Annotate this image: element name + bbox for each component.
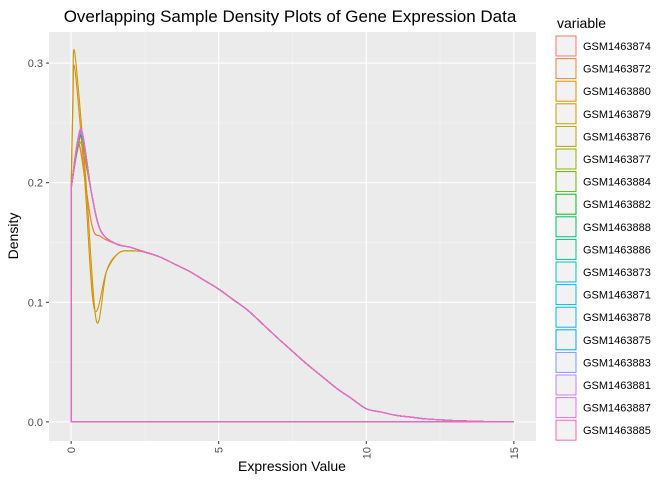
legend-label: GSM1463888 <box>583 222 651 234</box>
legend-items: GSM1463874 GSM1463872 GSM1463880 GSM1463879… <box>555 35 651 441</box>
x-tick-label: 0 <box>66 447 78 453</box>
legend-label: GSM1463887 <box>583 403 651 415</box>
y-tick-label: 0.1 <box>28 297 43 309</box>
legend-label: GSM1463877 <box>583 154 651 166</box>
legend-item: GSM1463881 <box>555 374 651 396</box>
legend-label: GSM1463876 <box>583 131 651 143</box>
legend-key <box>555 374 577 396</box>
legend-key <box>555 329 577 351</box>
legend: variable GSM1463874GSM1463872GSM1463880G… <box>555 15 651 441</box>
legend-title: variable <box>557 15 606 31</box>
legend-key <box>555 397 577 419</box>
legend-key <box>555 58 577 80</box>
legend-item: GSM1463880 <box>555 80 651 102</box>
legend-item: GSM1463887 <box>555 397 651 419</box>
density-curve-gsm1463885 <box>70 131 514 423</box>
legend-key <box>555 80 577 102</box>
legend-label: GSM1463886 <box>583 244 651 256</box>
legend-item: GSM1463882 <box>555 193 651 215</box>
legend-label: GSM1463883 <box>583 357 651 369</box>
x-tick-label: 5 <box>214 447 226 453</box>
legend-label: GSM1463873 <box>583 267 651 279</box>
legend-key <box>555 193 577 215</box>
y-axis-title: Density <box>5 213 21 260</box>
legend-item: GSM1463871 <box>555 284 651 306</box>
legend-label: GSM1463878 <box>583 312 651 324</box>
legend-key <box>555 284 577 306</box>
legend-item: GSM1463877 <box>555 148 651 170</box>
x-axis-title: Expression Value <box>238 458 346 474</box>
legend-key <box>555 171 577 193</box>
legend-key <box>555 35 577 57</box>
legend-item: GSM1463876 <box>555 125 651 147</box>
x-axis: 0 5 10 15 <box>66 441 521 459</box>
minor-grid <box>49 32 536 441</box>
legend-key <box>555 238 577 260</box>
legend-item: GSM1463874 <box>555 35 651 57</box>
legend-key <box>555 216 577 238</box>
legend-item: GSM1463873 <box>555 261 651 283</box>
density-lines <box>70 49 514 423</box>
legend-item: GSM1463878 <box>555 306 651 328</box>
legend-label: GSM1463874 <box>583 41 651 53</box>
legend-key <box>555 306 577 328</box>
y-tick-label: 0.0 <box>28 417 43 429</box>
legend-label: GSM1463885 <box>583 425 651 437</box>
legend-label: GSM1463881 <box>583 380 651 392</box>
legend-key <box>555 351 577 373</box>
legend-key <box>555 148 577 170</box>
chart-title: Overlapping Sample Density Plots of Gene… <box>64 7 517 26</box>
legend-item: GSM1463888 <box>555 216 651 238</box>
x-tick-label: 10 <box>361 447 373 459</box>
legend-label: GSM1463882 <box>583 199 651 211</box>
y-axis: 0.0 0.1 0.2 0.3 <box>28 58 49 429</box>
legend-label: GSM1463871 <box>583 290 651 302</box>
legend-key <box>555 125 577 147</box>
legend-label: GSM1463884 <box>583 177 651 189</box>
y-tick-label: 0.2 <box>28 178 43 190</box>
legend-key <box>555 103 577 125</box>
legend-label: GSM1463880 <box>583 86 651 98</box>
legend-label: GSM1463875 <box>583 335 651 347</box>
legend-item: GSM1463879 <box>555 103 651 125</box>
legend-item: GSM1463872 <box>555 58 651 80</box>
legend-item: GSM1463885 <box>555 419 651 441</box>
legend-key <box>555 261 577 283</box>
legend-key <box>555 419 577 441</box>
legend-item: GSM1463883 <box>555 351 651 373</box>
legend-label: GSM1463879 <box>583 109 651 121</box>
legend-item: GSM1463884 <box>555 171 651 193</box>
y-tick-label: 0.3 <box>28 58 43 70</box>
legend-label: GSM1463872 <box>583 64 651 76</box>
x-tick-label: 15 <box>509 447 521 459</box>
legend-item: GSM1463886 <box>555 238 651 260</box>
legend-item: GSM1463875 <box>555 329 651 351</box>
